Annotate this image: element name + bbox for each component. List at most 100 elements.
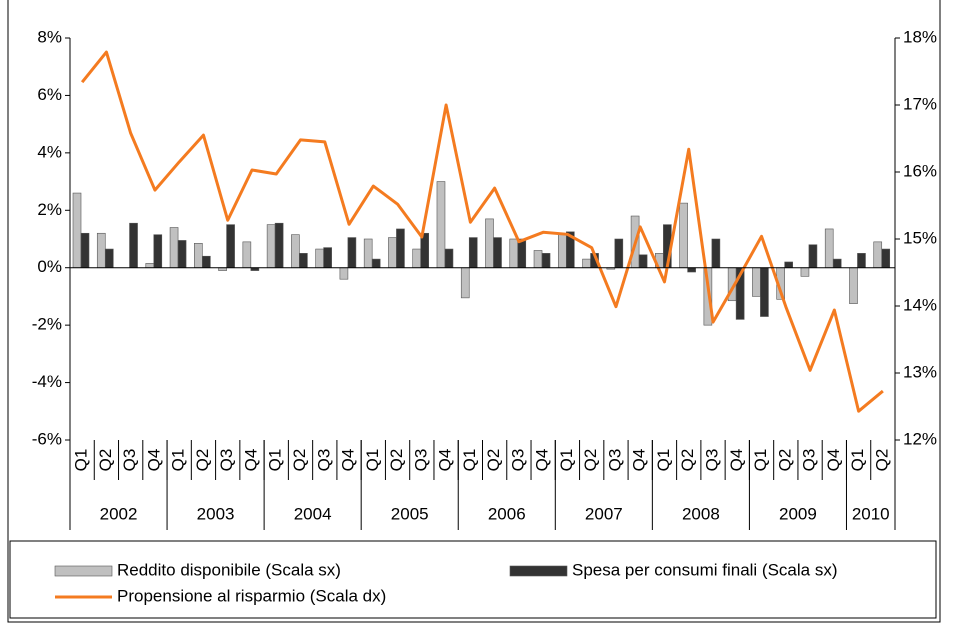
x-tick-label: Q2 bbox=[387, 449, 406, 472]
bar bbox=[873, 241, 883, 269]
x-tick-label: Q1 bbox=[169, 449, 188, 472]
bar bbox=[517, 238, 527, 269]
bar bbox=[339, 267, 349, 280]
x-tick-label: Q1 bbox=[557, 449, 576, 472]
x-tick-label: Q2 bbox=[484, 449, 503, 472]
x-tick-label: Q3 bbox=[217, 449, 236, 472]
x-tick-label: Q4 bbox=[436, 449, 455, 472]
x-tick-label: Q2 bbox=[775, 449, 794, 472]
legend-label: Propensione al risparmio (Scala dx) bbox=[117, 586, 386, 605]
bar bbox=[129, 222, 138, 269]
group-label: 2007 bbox=[585, 504, 623, 523]
x-tick-label: Q3 bbox=[605, 449, 624, 472]
y2-tick-label: 14% bbox=[903, 295, 937, 314]
y2-tick-label: 13% bbox=[903, 362, 937, 381]
x-tick-label: Q4 bbox=[144, 449, 163, 472]
group-label: 2003 bbox=[197, 504, 235, 523]
x-tick-label: Q1 bbox=[72, 449, 91, 472]
group-label: 2008 bbox=[682, 504, 720, 523]
x-tick-label: Q1 bbox=[654, 449, 673, 472]
bar bbox=[444, 248, 454, 269]
bar bbox=[388, 237, 397, 269]
x-tick-label: Q3 bbox=[508, 449, 527, 472]
x-tick-label: Q1 bbox=[751, 449, 770, 472]
x-tick-label: Q4 bbox=[727, 449, 746, 472]
bar bbox=[460, 267, 470, 299]
bar bbox=[638, 254, 648, 269]
y2-tick-label: 16% bbox=[903, 161, 937, 180]
legend-swatch bbox=[54, 565, 113, 577]
bar bbox=[371, 258, 381, 269]
y-tick-label: -4% bbox=[32, 372, 62, 391]
group-label: 2006 bbox=[488, 504, 526, 523]
bar bbox=[557, 234, 567, 269]
bar bbox=[857, 253, 866, 269]
x-tick-label: Q2 bbox=[290, 449, 309, 472]
bar bbox=[169, 227, 179, 269]
bar bbox=[436, 181, 446, 269]
legend-label: Reddito disponibile (Scala sx) bbox=[117, 560, 341, 579]
bar bbox=[808, 244, 818, 269]
bar bbox=[687, 267, 696, 273]
bar bbox=[299, 253, 308, 269]
bar bbox=[104, 248, 114, 269]
x-tick-label: Q3 bbox=[314, 449, 333, 472]
bar bbox=[153, 234, 163, 269]
bar bbox=[881, 248, 891, 269]
bar bbox=[177, 240, 187, 269]
bar bbox=[274, 222, 284, 269]
bar bbox=[396, 228, 405, 269]
legend-label: Spesa per consumi finali (Scala sx) bbox=[572, 560, 838, 579]
y-tick-label: -6% bbox=[32, 429, 62, 448]
bar bbox=[832, 258, 842, 269]
x-tick-label: Q1 bbox=[848, 449, 867, 472]
x-tick-label: Q1 bbox=[266, 449, 285, 472]
line bbox=[80, 50, 884, 413]
x-tick-label: Q2 bbox=[193, 449, 212, 472]
y-tick-label: 4% bbox=[37, 142, 62, 161]
x-tick-label: Q4 bbox=[630, 449, 649, 472]
bar bbox=[242, 241, 252, 269]
bar bbox=[493, 237, 502, 269]
x-tick-label: Q4 bbox=[533, 449, 552, 472]
bar bbox=[509, 238, 519, 269]
y2-tick-label: 17% bbox=[903, 94, 937, 113]
x-tick-label: Q3 bbox=[800, 449, 819, 472]
bar bbox=[849, 267, 858, 304]
x-tick-label: Q3 bbox=[120, 449, 139, 472]
bar bbox=[485, 218, 494, 269]
bar bbox=[72, 192, 82, 269]
legend-swatch bbox=[509, 565, 568, 577]
bar bbox=[226, 224, 235, 269]
bar bbox=[194, 243, 203, 269]
bar bbox=[800, 267, 810, 277]
x-tick-label: Q4 bbox=[241, 449, 260, 472]
bar bbox=[266, 224, 276, 269]
y2-tick-label: 15% bbox=[903, 228, 937, 247]
bar bbox=[202, 255, 211, 269]
group-label: 2002 bbox=[100, 504, 138, 523]
bar bbox=[614, 238, 624, 269]
bar bbox=[80, 232, 90, 269]
bar bbox=[760, 267, 769, 317]
group-label: 2010 bbox=[852, 504, 890, 523]
bar bbox=[412, 248, 422, 269]
y-tick-label: 8% bbox=[37, 27, 62, 46]
y-tick-label: 6% bbox=[37, 85, 62, 104]
y-tick-label: 2% bbox=[37, 200, 62, 219]
group-label: 2004 bbox=[294, 504, 332, 523]
legend-box bbox=[9, 540, 937, 619]
group-label: 2009 bbox=[779, 504, 817, 523]
bar bbox=[533, 250, 543, 269]
x-tick-label: Q2 bbox=[581, 449, 600, 472]
x-tick-label: Q2 bbox=[678, 449, 697, 472]
bar bbox=[711, 238, 721, 269]
x-tick-label: Q3 bbox=[411, 449, 430, 472]
y-tick-label: 0% bbox=[37, 257, 62, 276]
x-tick-label: Q4 bbox=[339, 449, 358, 472]
x-tick-label: Q2 bbox=[96, 449, 115, 472]
bar bbox=[96, 232, 106, 269]
bar bbox=[752, 267, 761, 297]
